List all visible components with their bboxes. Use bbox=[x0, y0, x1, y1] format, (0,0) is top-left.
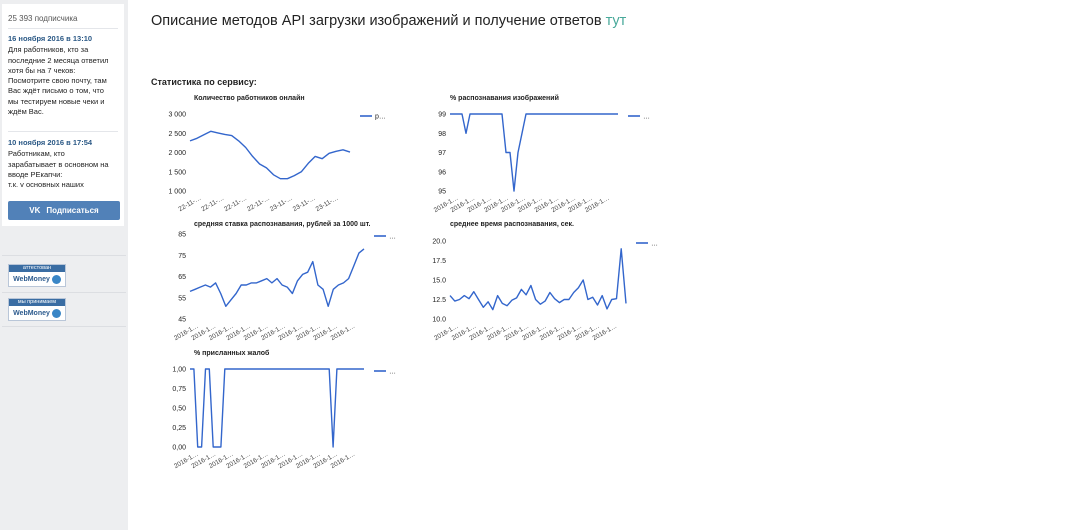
post-text-line: ждём Вас. bbox=[8, 107, 44, 117]
legend-label[interactable]: … bbox=[643, 114, 650, 121]
subscriber-count: 25 393 подписчика bbox=[8, 14, 78, 23]
series-line bbox=[189, 130, 351, 180]
y-tick-label: 65 bbox=[178, 274, 186, 281]
chart-title: % присланных жалоб bbox=[194, 350, 270, 357]
y-tick-label: 1 000 bbox=[168, 189, 186, 196]
divider bbox=[8, 131, 118, 132]
post-date[interactable]: 16 ноября 2016 в 13:10 bbox=[8, 34, 93, 43]
y-tick-label: 0,50 bbox=[172, 406, 186, 413]
series-line bbox=[190, 368, 364, 448]
x-tick-label: 22-11-… bbox=[246, 195, 271, 213]
webmoney-label: WebMoney bbox=[13, 275, 50, 283]
badge-brand: WebMoney bbox=[9, 306, 65, 320]
vk-community-widget: 25 393 подписчика 16 ноября 2016 в 13:10… bbox=[2, 4, 124, 226]
chart-title: Количество работников онлайн bbox=[194, 95, 305, 102]
legend-label[interactable]: … bbox=[389, 369, 396, 376]
legend-label[interactable]: … bbox=[651, 241, 658, 248]
vk-logo-icon: VK bbox=[29, 206, 41, 215]
stats-heading: Статистика по сервису: bbox=[151, 77, 257, 87]
y-tick-label: 20.0 bbox=[432, 239, 446, 246]
y-tick-label: 1,00 bbox=[172, 367, 186, 374]
y-tick-label: 15.0 bbox=[432, 278, 446, 285]
y-tick-label: 97 bbox=[438, 150, 446, 157]
left-sidebar: 25 393 подписчика 16 ноября 2016 в 13:10… bbox=[0, 0, 128, 530]
y-tick-label: 10.0 bbox=[432, 317, 446, 324]
y-tick-label: 0,00 bbox=[172, 445, 186, 452]
y-tick-label: 12.5 bbox=[432, 297, 446, 304]
divider bbox=[2, 326, 126, 327]
page-title: Описание методов API загрузки изображени… bbox=[151, 13, 626, 29]
y-tick-label: 17.5 bbox=[432, 258, 446, 265]
legend-label[interactable]: … bbox=[389, 234, 396, 241]
chart-2: % распознавания изображений 99 98 97 96 95 201… bbox=[418, 94, 658, 220]
y-tick-label: 99 bbox=[438, 112, 446, 119]
y-tick-label: 1 500 bbox=[168, 169, 186, 176]
post-date[interactable]: 10 ноября 2016 в 17:54 bbox=[8, 138, 93, 147]
vk-post: 10 ноября 2016 в 17:54 Работникам, кто з… bbox=[8, 138, 120, 190]
webmoney-label: WebMoney bbox=[13, 309, 50, 317]
chart-1: Количество работников онлайн 3 000 2 500 2 … bbox=[150, 94, 400, 220]
page-title-text: Описание методов API загрузки изображени… bbox=[151, 13, 602, 29]
chart-plot: 1,000,750,500,250,002016-1…2016-1…2016-1… bbox=[172, 367, 396, 471]
chart-title: среднее время распознавания, сек. bbox=[450, 221, 574, 228]
x-tick-label: 22-11-… bbox=[223, 195, 248, 213]
post-text-line: хотя бы на 7 чеков: bbox=[8, 65, 76, 75]
y-tick-label: 0,75 bbox=[172, 386, 186, 393]
webmoney-globe-icon bbox=[51, 308, 61, 318]
chart-plot: 85756555452016-1…2016-1…2016-1…2016-1…20… bbox=[173, 232, 396, 343]
y-tick-label: 75 bbox=[178, 253, 186, 260]
y-tick-label: 2 500 bbox=[168, 131, 186, 138]
post-text-line: Работникам, кто bbox=[8, 149, 65, 159]
subscribe-button-label: Подписаться bbox=[46, 206, 99, 215]
post-text-line: зарабатывает в основном на bbox=[8, 159, 109, 169]
series-line bbox=[450, 113, 618, 192]
chart-5: % присланных жалоб 1,00 0,75 0,50 0,25 0,00 20… bbox=[150, 350, 400, 472]
post-text-line: последние 2 месяца ответил bbox=[8, 55, 109, 65]
chart-3: средняя ставка распознавания, рублей за … bbox=[150, 221, 400, 347]
post-text-line: Посмотрите свою почту, там bbox=[8, 76, 107, 86]
series-line bbox=[189, 248, 365, 308]
post-text-line: вводе РЕкапчи: bbox=[8, 169, 63, 179]
post-text-line: мы тестируем новые чеки и bbox=[8, 96, 105, 106]
post-text-line: т.к. v основных наших bbox=[8, 180, 84, 190]
y-tick-label: 3 000 bbox=[168, 112, 186, 119]
chart-plot: 20.017.515.012.510.02016-1…2016-1…2016-1… bbox=[432, 239, 658, 343]
x-tick-label: 23-11-… bbox=[292, 195, 317, 213]
x-tick-label: 22-11-… bbox=[177, 195, 202, 213]
y-tick-label: 45 bbox=[178, 317, 186, 324]
badge-caption: аттестован bbox=[9, 265, 65, 272]
webmoney-accepted-badge[interactable]: мы принимаем WebMoney bbox=[8, 298, 66, 321]
y-tick-label: 98 bbox=[438, 131, 446, 138]
badge-caption: мы принимаем bbox=[9, 299, 65, 306]
x-tick-label: 23-11-… bbox=[315, 195, 340, 213]
y-tick-label: 0,25 bbox=[172, 425, 186, 432]
api-docs-link[interactable]: тут bbox=[605, 13, 627, 29]
x-tick-label: 22-11-… bbox=[200, 195, 225, 213]
x-tick-label: 23-11-… bbox=[269, 195, 294, 213]
chart-4: среднее время распознавания, сек. 20.0 17.… bbox=[418, 221, 658, 347]
chart-title: средняя ставка распознавания, рублей за … bbox=[194, 221, 371, 228]
subscribe-button[interactable]: VK Подписаться bbox=[8, 201, 120, 220]
webmoney-attested-badge[interactable]: аттестован WebMoney bbox=[8, 264, 66, 287]
legend-label[interactable]: р… bbox=[375, 114, 386, 121]
vk-post: 16 ноября 2016 в 13:10 Для работников, к… bbox=[8, 34, 120, 117]
y-tick-label: 96 bbox=[438, 169, 446, 176]
divider bbox=[8, 28, 118, 29]
post-text-line: Вас ждёт письмо о том, что bbox=[8, 86, 104, 96]
y-tick-label: 95 bbox=[438, 189, 446, 196]
y-tick-label: 85 bbox=[178, 232, 186, 239]
y-tick-label: 55 bbox=[178, 295, 186, 302]
y-tick-label: 2 000 bbox=[168, 150, 186, 157]
chart-plot: 99989796952016-1…2016-1…2016-1…2016-1…20… bbox=[433, 112, 650, 215]
badge-brand: WebMoney bbox=[9, 272, 65, 286]
webmoney-globe-icon bbox=[51, 274, 61, 284]
divider bbox=[2, 255, 126, 256]
series-line bbox=[449, 248, 627, 311]
divider bbox=[2, 292, 126, 293]
chart-title: % распознавания изображений bbox=[450, 95, 559, 102]
post-text-line: Для работников, кто за bbox=[8, 45, 89, 55]
